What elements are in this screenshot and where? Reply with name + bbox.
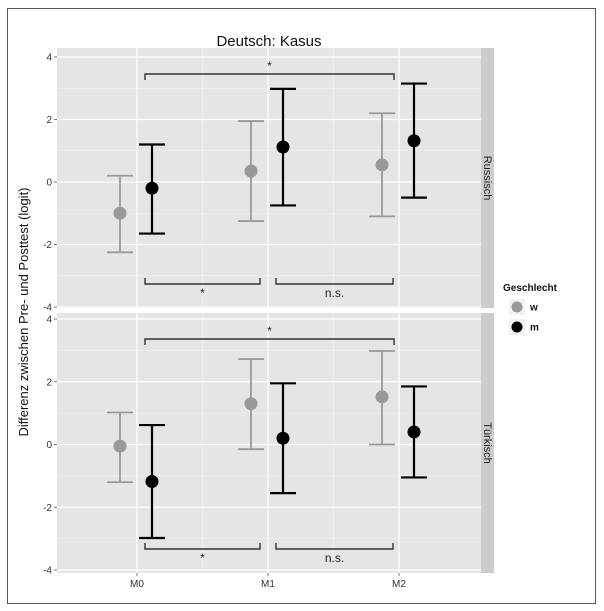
significance-label: *	[267, 59, 272, 73]
y-tick-label: 2	[46, 377, 52, 388]
panel-background	[57, 313, 481, 573]
y-tick-label: 4	[46, 315, 52, 326]
data-point-m	[407, 425, 421, 439]
x-tick-label: M2	[392, 579, 406, 590]
significance-label: *	[200, 551, 205, 565]
data-point-m	[407, 134, 421, 148]
legend-label-w: w	[529, 303, 538, 314]
facet-strip	[481, 313, 494, 573]
significance-label: n.s.	[325, 551, 344, 565]
y-tick-label: 0	[46, 440, 52, 451]
facet-strip	[481, 48, 494, 308]
data-point-m	[145, 181, 159, 195]
data-point-w	[244, 397, 258, 411]
significance-label: n.s.	[325, 286, 344, 300]
significance-bracket	[144, 278, 261, 285]
data-point-m	[145, 475, 159, 489]
y-tick-label: -2	[43, 503, 52, 514]
legend-label-m: m	[530, 323, 539, 334]
x-tick-label: M0	[130, 579, 144, 590]
data-point-m	[276, 140, 290, 154]
legend: Geschlecht wm	[503, 283, 558, 335]
facet-strip-label: Türkisch	[481, 422, 493, 464]
facet-strip-label: Russisch	[481, 156, 493, 201]
data-point-w	[244, 164, 258, 178]
panel-1: 4 2 0 -2 -4 Russisch * * n.s.	[43, 48, 494, 314]
chart-title: Deutsch: Kasus	[216, 33, 321, 50]
data-point-m	[276, 431, 290, 445]
y-tick-label: -4	[43, 303, 52, 314]
legend-key-m	[511, 321, 523, 333]
y-tick-label: 0	[46, 178, 52, 189]
data-point-w	[375, 390, 389, 404]
significance-bracket	[275, 278, 394, 285]
panel-background	[57, 48, 481, 308]
y-axis-label: Differenz zwischen Pre- und Posttest (lo…	[16, 187, 31, 436]
significance-bracket	[144, 338, 395, 345]
significance-bracket	[144, 543, 261, 550]
significance-bracket	[144, 73, 395, 80]
legend-key-w	[511, 301, 523, 313]
data-point-w	[113, 206, 127, 220]
significance-label: *	[200, 286, 205, 300]
panels: 4 2 0 -2 -4 Russisch * * n.s. 4 2 0 -2 -4 Türkisch * * n.…	[43, 48, 494, 577]
x-axis: M0 M1 M2	[130, 573, 406, 590]
y-tick-label: -2	[43, 240, 52, 251]
data-point-w	[113, 439, 127, 453]
y-tick-label: -4	[43, 566, 52, 577]
y-tick-label: 4	[46, 53, 52, 64]
x-tick-label: M1	[261, 579, 275, 590]
panel-2: 4 2 0 -2 -4 Türkisch * * n.s.	[43, 313, 494, 577]
significance-bracket	[275, 543, 394, 550]
y-tick-label: 2	[46, 115, 52, 126]
significance-label: *	[267, 324, 272, 338]
legend-title: Geschlecht	[503, 283, 558, 294]
data-point-w	[375, 158, 389, 172]
